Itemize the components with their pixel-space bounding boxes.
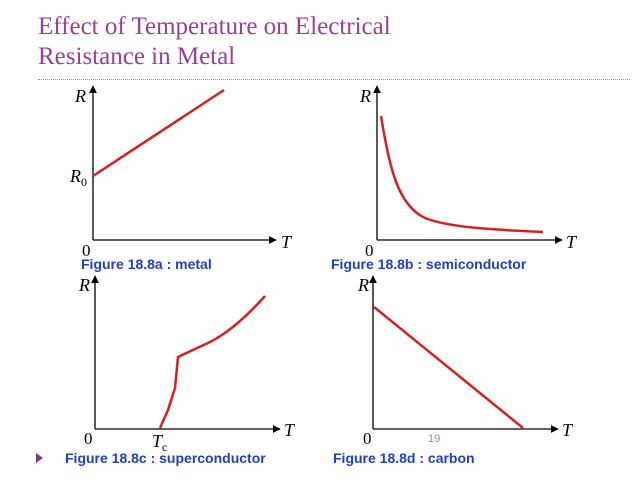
slide-title: Effect of Temperature on Electrical Resi… <box>38 12 391 72</box>
page-number: 19 <box>428 433 441 445</box>
graph-superconductor-origin: 0 <box>84 429 93 448</box>
graph-semiconductor-origin: 0 <box>365 241 374 260</box>
graph-carbon-curve <box>373 306 524 429</box>
graph-metal-y-label: R <box>74 86 86 106</box>
graph-superconductor-tc-label: Tc <box>152 431 167 454</box>
graph-superconductor-y-label: R <box>78 275 90 295</box>
graph-carbon: R T 0 <box>357 275 574 448</box>
title-divider <box>38 79 630 80</box>
graph-semiconductor: R T 0 <box>359 85 578 260</box>
slide-title-line-1: Effect of Temperature on Electrical <box>38 13 391 40</box>
bullet-arrow-icon <box>36 453 43 463</box>
graph-metal-curve <box>92 88 225 178</box>
graph-semiconductor-curve <box>379 115 544 234</box>
graph-metal-r0-label: R0 <box>69 166 87 189</box>
graph-superconductor-x-label: T <box>284 420 296 440</box>
graph-semiconductor-y-label: R <box>359 86 371 106</box>
graph-superconductor-curve <box>158 295 266 429</box>
graph-semiconductor-x-label: T <box>566 232 578 252</box>
graph-carbon-origin: 0 <box>363 429 372 448</box>
graph-metal: R T 0 R0 <box>69 85 293 260</box>
caption-carbon: Figure 18.8d : carbon <box>333 450 475 466</box>
caption-semiconductor: Figure 18.8b : semiconductor <box>331 256 527 272</box>
caption-metal: Figure 18.8a : metal <box>81 256 212 272</box>
caption-superconductor: Figure 18.8c : superconductor <box>65 450 266 466</box>
graph-carbon-x-label: T <box>562 420 574 440</box>
graph-metal-origin: 0 <box>82 241 91 260</box>
graph-carbon-y-label: R <box>357 275 369 295</box>
graph-superconductor: R T 0 Tc <box>78 275 296 454</box>
graph-metal-x-label: T <box>281 232 293 252</box>
slide-title-line-2: Resistance in Metal <box>38 43 236 70</box>
